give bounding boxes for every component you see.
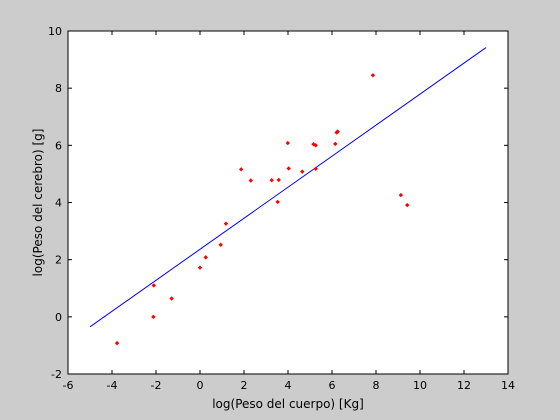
data-point — [311, 141, 316, 147]
y-axis-label: log(Peso del cerebro) [g] — [31, 129, 45, 277]
data-point — [286, 166, 291, 171]
data-point — [398, 192, 404, 198]
data-point — [169, 296, 174, 301]
y-tick-label: 0 — [55, 311, 62, 324]
data-point — [333, 141, 338, 147]
data-point — [313, 166, 318, 171]
data-point — [370, 73, 376, 78]
data-point — [151, 283, 156, 288]
data-point — [313, 143, 318, 148]
data-point — [218, 242, 223, 248]
x-tick-label: -2 — [151, 379, 162, 392]
data-point — [269, 178, 274, 183]
y-tick-label: 10 — [48, 25, 62, 38]
y-tick-label: 8 — [55, 82, 62, 95]
data-point — [114, 340, 120, 346]
x-tick-label: 8 — [373, 379, 380, 392]
y-tick-label: -2 — [51, 368, 62, 381]
fit-line-layer — [89, 47, 487, 328]
data-point — [275, 199, 280, 205]
axes-background — [68, 31, 508, 374]
data-point — [197, 265, 203, 270]
x-tick-label: -6 — [63, 379, 74, 392]
x-tick-label: 4 — [285, 379, 292, 392]
x-tick-label: 2 — [241, 379, 248, 392]
x-tick-label: 14 — [501, 379, 515, 392]
x-tick-label: 12 — [457, 379, 471, 392]
data-point — [223, 221, 229, 226]
points-layer — [114, 73, 410, 346]
ticks-layer: -6 -4 -2 0 2 4 6 8 10 12 14 -2 0 2 4 6 8 10 — [48, 25, 515, 392]
data-point — [405, 202, 410, 208]
fit-line — [89, 47, 487, 328]
x-tick-label: 0 — [197, 379, 204, 392]
x-tick-label: 10 — [413, 379, 427, 392]
data-point — [285, 140, 290, 146]
data-point — [335, 129, 340, 134]
data-point — [203, 255, 208, 260]
y-tick-label: 2 — [55, 254, 62, 267]
data-point — [248, 178, 254, 183]
data-point — [300, 169, 305, 174]
x-tick-label: 6 — [329, 379, 336, 392]
x-tick-label: -4 — [107, 379, 118, 392]
x-axis-label: log(Peso del cuerpo) [Kg] — [212, 397, 364, 411]
data-point — [151, 314, 156, 320]
y-tick-label: 4 — [55, 197, 62, 210]
data-point — [276, 177, 281, 183]
data-point — [238, 167, 244, 172]
y-tick-label: 6 — [55, 139, 62, 152]
